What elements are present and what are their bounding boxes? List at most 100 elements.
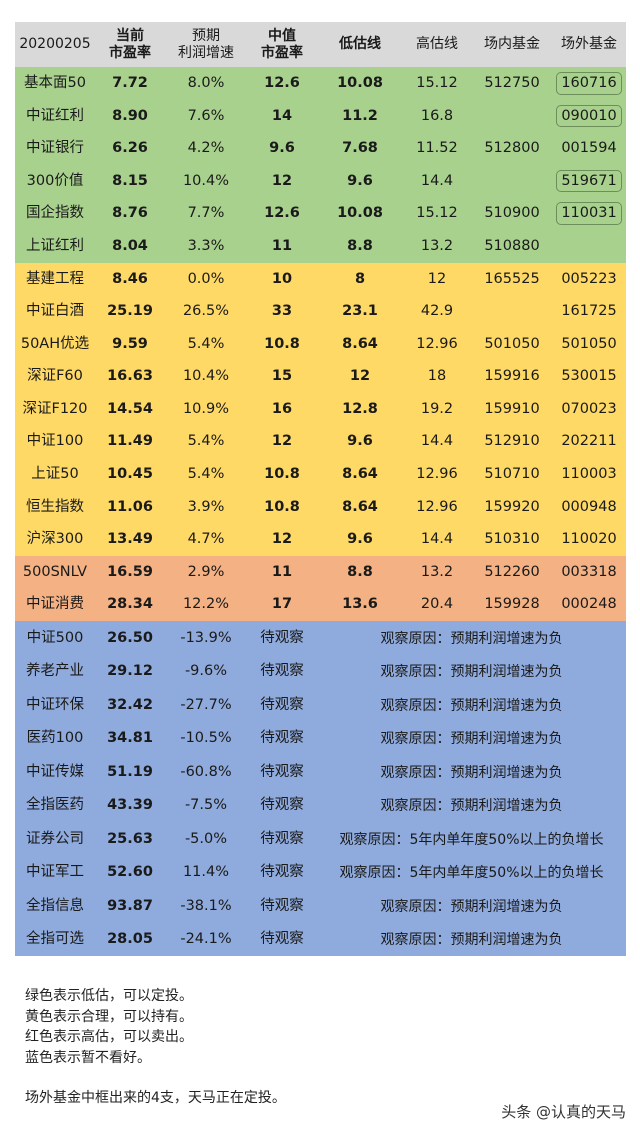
index-name-cell: 沪深300 [15, 531, 95, 548]
index-name-cell: 中证100 [15, 433, 95, 450]
offmarket-fund-cell: 001594 [553, 140, 625, 157]
high-line-cell: 16.8 [403, 108, 471, 125]
watch-rows: 中证500 26.50 -13.9% 待观察 观察原因：预期利润增速为负 养老产业 29.1… [15, 621, 626, 957]
high-line: 42.9 [420, 303, 454, 320]
onmarket-fund-cell: 159920 [471, 499, 553, 516]
current-pe-cell: 14.54 [95, 401, 165, 418]
watch-status: 待观察 [260, 864, 304, 880]
low-line-cell: 10.08 [317, 75, 403, 92]
table-row: 恒生指数 11.06 3.9% 10.8 8.64 12.96 159920 000948 [15, 490, 626, 524]
onmarket-fund: 159920 [484, 498, 540, 515]
current-pe: 10.45 [107, 466, 153, 483]
profit-growth: -7.5% [184, 797, 228, 813]
current-pe-cell: 6.26 [95, 140, 165, 157]
median-pe: 10.8 [264, 466, 300, 483]
watch-row: 医药100 34.81 -10.5% 待观察 观察原因：预期利润增速为负 [15, 721, 626, 756]
index-name: 养老产业 [26, 663, 84, 679]
current-pe-cell: 8.76 [95, 205, 165, 222]
current-pe-cell: 8.46 [95, 271, 165, 288]
median-pe-cell: 12.6 [247, 205, 317, 222]
offmarket-fund-cell: 202211 [553, 433, 625, 450]
high-line-cell: 12.96 [403, 499, 471, 516]
index-name-cell: 500SNLV [15, 564, 95, 581]
profit-growth-cell: 5.4% [165, 433, 247, 450]
onmarket-fund-cell: 510900 [471, 205, 553, 222]
profit-growth: 7.6% [187, 107, 225, 124]
median-pe: 15 [271, 368, 293, 385]
high-line: 11.52 [416, 140, 458, 157]
high-line-cell: 13.2 [403, 564, 471, 581]
low-line: 9.6 [347, 531, 373, 548]
offmarket-fund-cell: 003318 [553, 564, 625, 581]
low-line-cell: 12 [317, 368, 403, 385]
low-line-cell: 8.64 [317, 466, 403, 483]
index-name-cell: 50AH优选 [15, 336, 95, 353]
profit-growth: 5.4% [187, 466, 225, 483]
watch-status: 待观察 [260, 763, 304, 780]
median-pe-cell: 33 [247, 303, 317, 320]
median-pe-cell: 12 [247, 531, 317, 548]
index-name: 全指可选 [26, 931, 84, 947]
index-name: 50AH优选 [20, 335, 90, 352]
legend-red: 红色表示高估，可以卖出。 [25, 1029, 193, 1045]
onmarket-fund-cell: 510310 [471, 531, 553, 548]
high-line-cell: 12.96 [403, 336, 471, 353]
index-name: 中证500 [26, 629, 84, 646]
median-pe: 16 [271, 400, 293, 417]
high-line-cell: 15.12 [403, 205, 471, 222]
high-line: 14.4 [420, 531, 454, 548]
onmarket-fund: 512910 [484, 433, 540, 450]
onmarket-fund-cell: 512800 [471, 140, 553, 157]
low-line-cell: 8.64 [317, 336, 403, 353]
table-row: 500SNLV 16.59 2.9% 11 8.8 13.2 512260 003318 [15, 555, 626, 589]
profit-growth-cell: 4.7% [165, 531, 247, 548]
low-line: 8.8 [347, 563, 373, 580]
index-name: 上证50 [31, 466, 79, 483]
current-pe: 25.63 [107, 830, 153, 847]
low-line: 7.68 [342, 140, 378, 157]
median-pe-cell: 10.8 [247, 336, 317, 353]
onmarket-fund-cell: 512910 [471, 433, 553, 450]
profit-growth-cell: 7.7% [165, 205, 247, 222]
current-pe: 8.15 [112, 172, 148, 189]
current-pe: 26.50 [107, 629, 153, 646]
watch-reason: 观察原因：预期利润增速为负 [380, 932, 563, 949]
table-row: 中证红利 8.90 7.6% 14 11.2 16.8 090010 [15, 99, 626, 133]
watch-reason: 观察原因：5年内单年度50%以上的负增长 [339, 865, 604, 882]
index-name-cell: 中证白酒 [15, 303, 95, 320]
index-name-cell: 国企指数 [15, 205, 95, 222]
profit-growth: 3.9% [187, 498, 225, 515]
onmarket-fund-cell: 512750 [471, 75, 553, 92]
header-median-pe: 中值 市盈率 [261, 28, 303, 61]
watch-reason: 观察原因：预期利润增速为负 [380, 697, 563, 714]
current-pe-cell: 9.59 [95, 336, 165, 353]
profit-growth-cell: 5.4% [165, 336, 247, 353]
offmarket-fund-cell: 110031 [553, 202, 625, 225]
high-line-cell: 12.96 [403, 466, 471, 483]
current-pe: 16.63 [107, 368, 153, 385]
current-pe-cell: 8.04 [95, 238, 165, 255]
index-name: 中证传媒 [26, 763, 84, 780]
current-pe-cell: 8.15 [95, 173, 165, 190]
onmarket-fund: 510880 [484, 237, 540, 254]
table-row: 上证红利 8.04 3.3% 11 8.8 13.2 510880 [15, 229, 626, 263]
current-pe: 16.59 [107, 563, 153, 580]
onmarket-fund-cell: 501050 [471, 336, 553, 353]
low-line-cell: 8.8 [317, 564, 403, 581]
watch-status: 待观察 [260, 797, 304, 813]
high-line-cell: 14.4 [403, 531, 471, 548]
median-pe: 11 [271, 563, 293, 580]
current-pe-cell: 25.19 [95, 303, 165, 320]
high-line: 12.96 [416, 498, 458, 515]
watch-row: 养老产业 29.12 -9.6% 待观察 观察原因：预期利润增速为负 [15, 654, 626, 689]
low-line-cell: 10.08 [317, 205, 403, 222]
profit-growth: 7.7% [187, 205, 225, 222]
offmarket-fund: 000248 [561, 596, 617, 613]
profit-growth-cell: 8.0% [165, 75, 247, 92]
watch-reason: 观察原因：预期利润增速为负 [380, 898, 563, 915]
high-line: 15.12 [416, 74, 458, 91]
profit-growth: -38.1% [180, 897, 232, 914]
low-line: 9.6 [347, 433, 373, 450]
offmarket-fund-cell: 005223 [553, 271, 625, 288]
offmarket-fund: 070023 [561, 400, 617, 417]
